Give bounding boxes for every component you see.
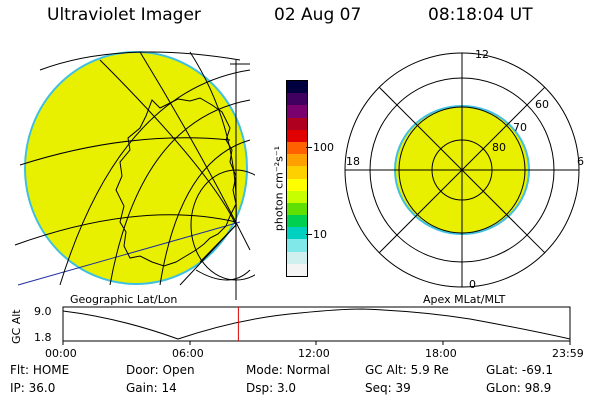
colorbar-segment	[287, 190, 307, 203]
colorbar-segment	[287, 129, 307, 142]
colorbar-segment	[287, 239, 307, 252]
mlt-label-18: 18	[346, 155, 360, 168]
colorbar-segment	[287, 227, 307, 240]
colorbar-segment	[287, 154, 307, 167]
timeline-axis-label: GC Alt	[10, 309, 23, 344]
colorbar-segment	[287, 141, 307, 155]
date-label: 02 Aug 07	[274, 5, 362, 25]
apex-caption: Apex MLat/MLT	[423, 293, 506, 306]
timeline-ytick-top: 9.0	[34, 305, 52, 318]
colorbar-segment	[287, 81, 307, 94]
time-label: 08:18:04 UT	[428, 5, 533, 25]
info-seq: Seq: 39	[365, 381, 411, 395]
mlat-label-80: 80	[492, 141, 506, 154]
mlat-label-70: 70	[513, 121, 527, 134]
timeline-xtick: 06:00	[172, 347, 204, 360]
info-mode: Mode: Normal	[246, 363, 330, 377]
info-ip: IP: 36.0	[10, 381, 56, 395]
info-glat: GLat: -69.1	[486, 363, 553, 377]
mlt-label-12: 12	[475, 48, 489, 61]
colorbar-segment	[287, 251, 307, 264]
color-scale-bar	[286, 80, 308, 277]
timeline-ytick-bottom: 1.8	[34, 331, 52, 344]
timeline-frame	[62, 306, 571, 342]
mlt-label-0: 0	[469, 278, 476, 291]
colorbar-segment	[287, 202, 307, 216]
info-gc-alt: GC Alt: 5.9 Re	[365, 363, 449, 377]
info-door: Door: Open	[126, 363, 195, 377]
info-dsp: Dsp: 3.0	[246, 381, 297, 395]
colorbar-segment	[287, 263, 307, 276]
colorbar-segment	[287, 105, 307, 118]
timeline-xtick: 00:00	[45, 347, 77, 360]
info-glon: GLon: 98.9	[486, 381, 552, 395]
mlt-label-6: 6	[577, 155, 584, 168]
colorbar-tick-mark	[306, 234, 312, 235]
colorbar-segment	[287, 93, 307, 106]
mlat-label-60: 60	[535, 98, 549, 111]
app-title: Ultraviolet Imager	[47, 5, 201, 25]
colorbar-tick-mark	[306, 147, 312, 148]
colorbar-segment	[287, 117, 307, 130]
coastline-outline	[115, 97, 237, 267]
colorbar-segment	[287, 166, 307, 179]
timeline-xtick: 18:00	[425, 347, 457, 360]
info-flt: Flt: HOME	[10, 363, 70, 377]
colorbar-segment	[287, 178, 307, 191]
colorbar-segment	[287, 215, 307, 228]
altitude-curve	[62, 308, 571, 340]
geographic-caption: Geographic Lat/Lon	[70, 293, 178, 306]
colorbar-tick-100: 100	[313, 141, 334, 154]
info-gain: Gain: 14	[126, 381, 177, 395]
timeline-xtick: 12:00	[298, 347, 330, 360]
timeline-xtick: 23:59	[552, 347, 584, 360]
colorbar-tick-10: 10	[313, 228, 327, 241]
